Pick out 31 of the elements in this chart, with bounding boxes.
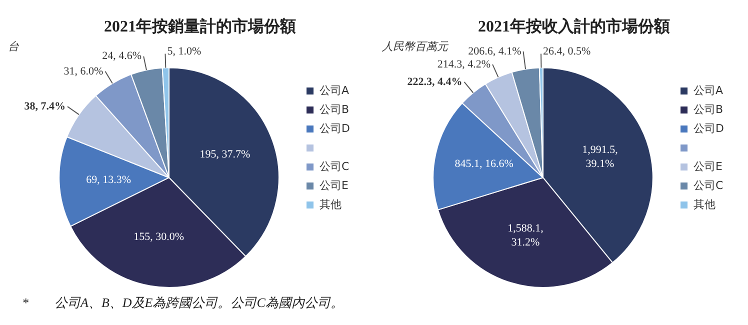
data-label: 5, 1.0% <box>167 46 202 58</box>
data-label: 206.6, 4.1% <box>468 45 522 58</box>
legend-label: 公司B <box>694 102 724 116</box>
data-label: 845.1, 16.6% <box>454 158 514 170</box>
chart-title: 2021年按收入計的市場份額 <box>478 18 670 36</box>
legend-label: 公司E <box>694 160 723 173</box>
data-label: 222.3, 4.4% <box>407 76 462 88</box>
chart-title: 2021年按銷量計的市場份額 <box>104 18 296 36</box>
data-label: 214.3, 4.2% <box>437 58 491 70</box>
legend-label: 公司E <box>320 178 349 192</box>
legend-label: 公司C <box>320 160 350 173</box>
text: 人民幣百萬元 <box>381 40 449 53</box>
data-label: 155, 30.0% <box>134 231 184 244</box>
data-label: 195, 37.7% <box>200 148 250 161</box>
legend-label: 公司C <box>694 178 724 192</box>
legend-label: 公司D <box>694 122 724 135</box>
legend-label: 公司A <box>694 84 724 97</box>
data-label: 38, 7.4% <box>24 100 66 112</box>
legend-label: 其他 <box>694 198 716 211</box>
data-label: 1,991.5, 39.1% <box>582 144 618 170</box>
legend-label: 公司B <box>320 102 350 116</box>
data-label: 26.4, 0.5% <box>543 46 591 58</box>
data-label: 24, 4.6% <box>102 50 142 62</box>
text: * 公司A、B、D及E為跨國公司。公司C為國內公司。 <box>22 294 344 312</box>
legend-label: 公司D <box>320 122 350 135</box>
data-label: 31, 6.0% <box>64 65 104 78</box>
legend-label: 其他 <box>320 198 342 211</box>
legend-label: 公司A <box>320 84 350 97</box>
data-label: 69, 13.3% <box>86 174 132 186</box>
text: 台 <box>8 40 19 53</box>
data-label: 1,588.1, 31.2% <box>508 222 544 248</box>
